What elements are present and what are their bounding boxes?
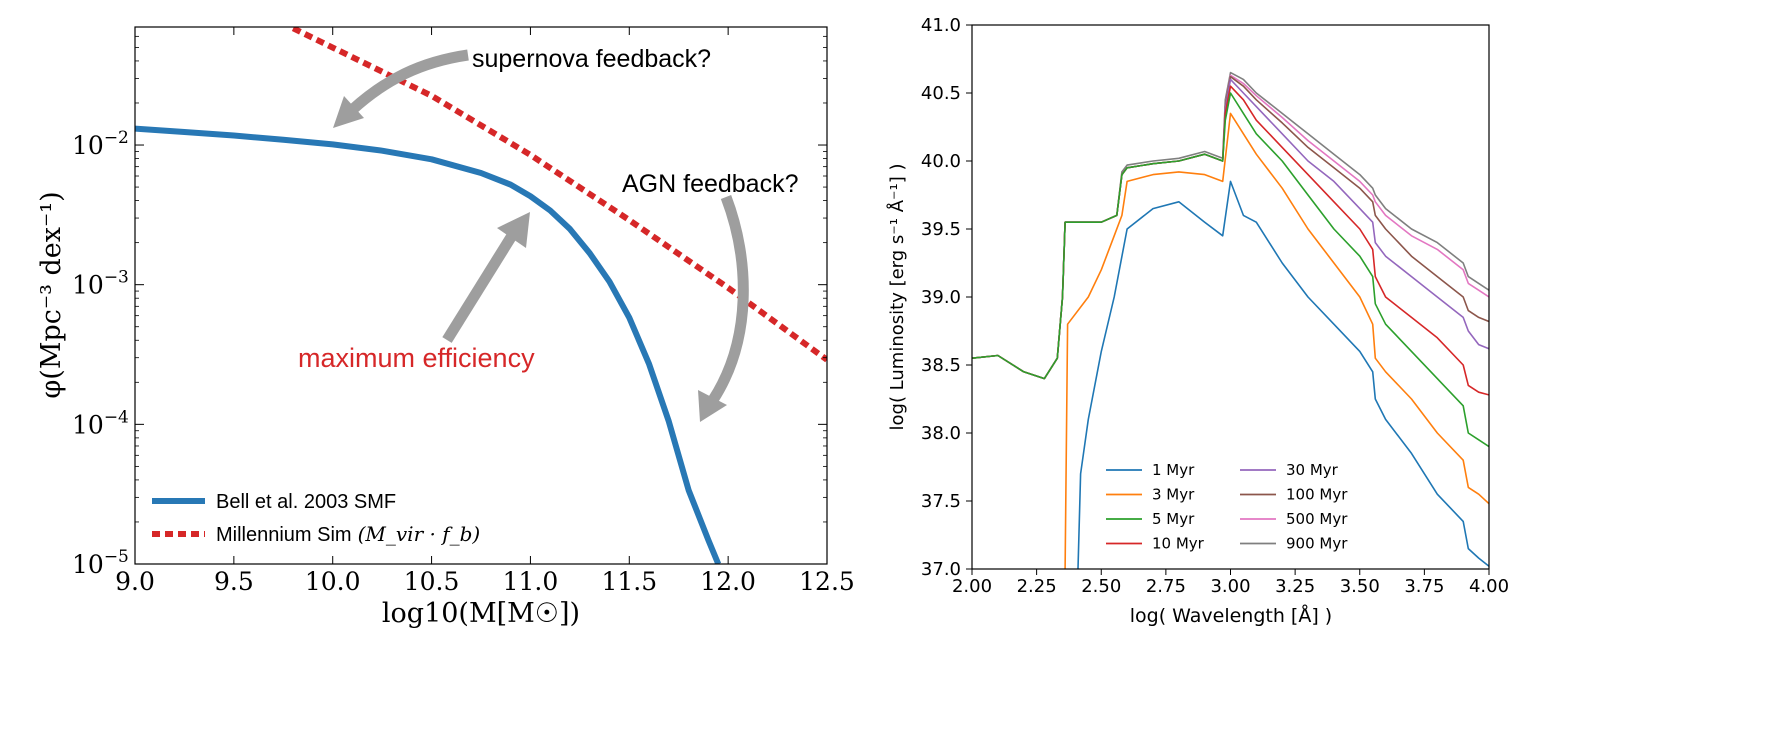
left-x-tick-label-0: 9.0	[115, 567, 155, 596]
right-x-tick-label-4: 3.00	[1210, 576, 1250, 597]
left-x-tick-label-2: 10.0	[305, 567, 361, 596]
left-legend: Bell et al. 2003 SMF Millennium Sim (M_vi…	[152, 491, 480, 546]
right-series-line-3	[972, 85, 1489, 396]
right-legend-label-7: 900 Myr	[1286, 535, 1348, 553]
agn-arrow	[708, 195, 749, 403]
right-y-tick-label-1: 37.5	[921, 491, 961, 512]
left-chart: 9.0 9.5 10.0 10.5 11.0 11.5 12.0 12.5 10−210−31…	[36, 26, 855, 629]
legend-label-bell: Bell et al. 2003 SMF	[216, 491, 396, 513]
right-y-tick-label-4: 39.0	[921, 287, 961, 308]
left-y-tick-label-0: 10−2	[72, 128, 129, 160]
max-efficiency-arrowhead	[497, 212, 530, 248]
right-x-tick-label-1: 2.25	[1017, 576, 1057, 597]
right-x-tick-label-7: 3.75	[1404, 576, 1444, 597]
annotation-max-efficiency: maximum efficiency	[298, 343, 535, 373]
right-x-tick-label-6: 3.50	[1340, 576, 1380, 597]
right-legend-label-5: 100 Myr	[1286, 486, 1348, 504]
left-x-ticks: 9.0 9.5 10.0 10.5 11.0 11.5 12.0 12.5	[115, 27, 855, 596]
right-legend-label-6: 500 Myr	[1286, 510, 1348, 528]
annotation-arrowheads	[333, 96, 727, 422]
right-series-layer	[972, 71, 1489, 569]
left-y-axis-label: φ(Mpc⁻³ dex⁻¹)	[36, 191, 67, 398]
annotation-arrows	[348, 49, 749, 403]
right-series-line-0	[1077, 180, 1489, 569]
right-x-tick-label-8: 4.00	[1469, 576, 1509, 597]
legend-millennium-name: Millennium Sim	[216, 524, 352, 546]
left-x-tick-label-3: 10.5	[404, 567, 460, 596]
right-x-tick-label-5: 3.25	[1275, 576, 1315, 597]
left-series-line-0	[135, 125, 722, 564]
annotation-supernova: supernova feedback?	[472, 45, 711, 73]
right-chart: 2.00 2.25 2.50 2.75 3.00 3.25 3.50 3.75 4.00 37.…	[886, 15, 1509, 627]
right-series-line-5	[972, 75, 1489, 380]
right-series-line-6	[972, 74, 1489, 380]
right-y-tick-label-3: 38.5	[921, 355, 961, 376]
left-y-ticks: 10−2 10−3 10−4 10−5	[72, 26, 827, 579]
right-series-line-2	[972, 92, 1489, 448]
legend-millennium-math: (M_vir · f_b)	[358, 522, 481, 546]
right-x-axis-label: log( Wavelength [Å] )	[1130, 604, 1332, 627]
left-y-tick-label-3: 10−5	[72, 547, 129, 579]
agn-arrowhead	[698, 390, 727, 422]
legend-label-millennium: Millennium Sim (M_vir · f_b)	[216, 522, 480, 546]
right-series-line-1	[1064, 112, 1489, 569]
right-y-axis-label: log( Luminosity [erg s⁻¹ Å⁻¹] )	[886, 163, 908, 430]
left-y-tick-label-2: 10−4	[72, 407, 129, 439]
left-x-tick-label-5: 11.5	[601, 567, 657, 596]
right-x-tick-label-3: 2.75	[1146, 576, 1186, 597]
right-y-tick-label-6: 40.0	[921, 151, 961, 172]
right-y-tick-label-8: 41.0	[921, 15, 961, 36]
right-legend-label-2: 5 Myr	[1152, 510, 1195, 528]
left-x-tick-label-1: 9.5	[214, 567, 254, 596]
left-x-tick-label-6: 12.0	[700, 567, 756, 596]
right-plot-frame	[971, 24, 1490, 570]
right-legend-label-3: 10 Myr	[1152, 535, 1205, 553]
left-x-tick-label-7: 12.5	[799, 567, 855, 596]
max-efficiency-arrow	[442, 231, 518, 343]
right-y-tick-label-0: 37.0	[921, 559, 961, 580]
left-x-tick-label-4: 11.0	[503, 567, 559, 596]
supernova-arrowhead	[333, 96, 364, 128]
right-y-ticks: 37.0 37.5 38.0 38.5 39.0 39.5 40.0 40.5 41.0	[921, 15, 972, 580]
left-plot-frame	[134, 26, 828, 565]
annotation-agn: AGN feedback?	[622, 170, 799, 198]
left-series-layer	[135, 27, 827, 564]
left-x-axis-label: log10(M[M☉])	[382, 598, 580, 629]
right-legend-label-4: 30 Myr	[1286, 461, 1339, 479]
right-y-tick-label-5: 39.5	[921, 219, 961, 240]
right-legend: 1 Myr 3 Myr 5 Myr 10 Myr 30 Myr 100 Myr 500 My…	[1106, 461, 1348, 553]
right-x-tick-label-2: 2.50	[1081, 576, 1121, 597]
left-y-tick-label-1: 10−3	[72, 268, 129, 300]
right-y-tick-label-7: 40.5	[921, 83, 961, 104]
supernova-arrow	[348, 49, 469, 115]
right-legend-label-0: 1 Myr	[1152, 461, 1195, 479]
right-x-ticks: 2.00 2.25 2.50 2.75 3.00 3.25 3.50 3.75 4.00	[952, 569, 1509, 597]
right-y-tick-label-2: 38.0	[921, 423, 961, 444]
right-legend-label-1: 3 Myr	[1152, 486, 1195, 504]
right-x-tick-label-0: 2.00	[952, 576, 992, 597]
